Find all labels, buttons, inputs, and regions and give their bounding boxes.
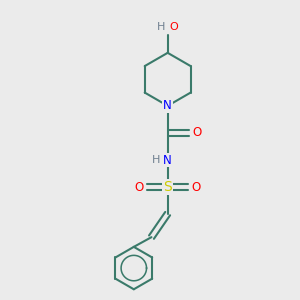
Text: N: N [163,99,172,112]
Text: O: O [193,126,202,140]
Text: H: H [157,22,165,32]
Text: H: H [152,155,161,165]
Text: O: O [170,22,178,32]
Text: S: S [163,180,172,194]
Text: N: N [163,154,172,166]
Text: O: O [191,181,201,194]
Text: O: O [135,181,144,194]
